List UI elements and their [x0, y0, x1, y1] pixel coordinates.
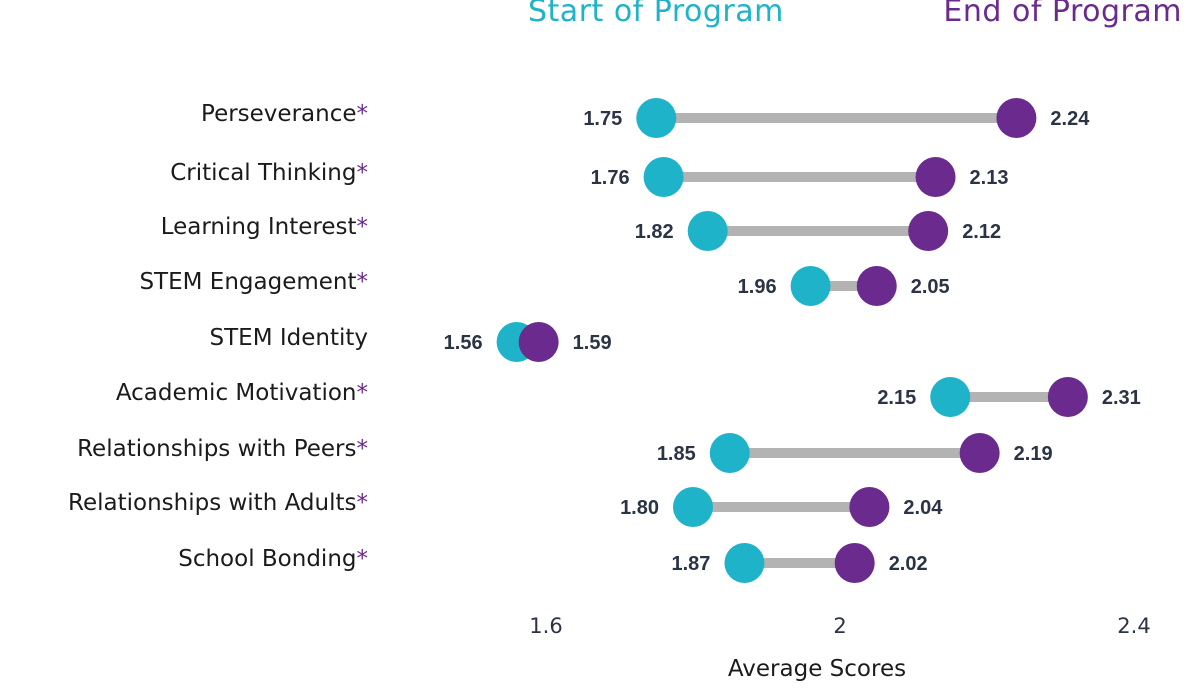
x-axis-label: Average Scores	[727, 656, 907, 682]
category-label: Critical Thinking*	[170, 159, 368, 187]
significance-star: *	[356, 160, 369, 186]
category-label: School Bonding*	[178, 545, 368, 573]
end-point	[834, 543, 875, 583]
significance-star: *	[356, 101, 369, 127]
start-point	[636, 98, 677, 138]
category-label-text: Academic Motivation	[115, 380, 357, 406]
category-label: Academic Motivation*	[116, 379, 368, 407]
end-value-label: 2.13	[970, 167, 1009, 189]
end-value-label: 1.59	[573, 332, 612, 354]
category-label-text: Relationships with Peers	[77, 436, 357, 462]
end-value-label: 2.31	[1102, 387, 1141, 409]
category-label-text: STEM Engagement	[139, 269, 357, 295]
end-point	[518, 322, 559, 362]
significance-star: *	[356, 269, 369, 295]
category-label-text: STEM Identity	[209, 325, 368, 351]
category-label-text: School Bonding	[178, 546, 357, 572]
category-label-text: Critical Thinking	[170, 160, 357, 186]
end-value-label: 2.02	[889, 553, 928, 575]
significance-star: *	[356, 380, 369, 406]
end-point	[996, 98, 1037, 138]
end-value-label: 2.05	[911, 276, 950, 298]
start-value-label: 1.80	[620, 497, 659, 519]
category-label-text: Perseverance	[201, 101, 357, 127]
x-tick-label: 2.4	[1117, 614, 1151, 638]
end-value-label: 2.24	[1050, 108, 1090, 130]
end-value-label: 2.12	[962, 221, 1001, 243]
category-label: Relationships with Peers*	[77, 435, 368, 463]
x-tick-label: 2	[833, 614, 847, 638]
category-label: STEM Identity	[210, 324, 368, 352]
significance-star: *	[356, 490, 369, 516]
end-point	[915, 157, 956, 197]
category-label: Perseverance*	[201, 100, 368, 128]
start-point	[643, 157, 684, 197]
end-point	[959, 433, 1000, 473]
start-point	[724, 543, 765, 583]
legend-start-of-program: Start of Program	[528, 0, 784, 29]
start-value-label: 1.87	[672, 553, 711, 575]
start-point	[687, 211, 728, 251]
start-value-label: 1.85	[657, 443, 696, 465]
end-point	[908, 211, 949, 251]
start-point	[709, 433, 750, 473]
significance-star: *	[356, 546, 369, 572]
significance-star: *	[356, 436, 369, 462]
start-value-label: 2.15	[877, 387, 916, 409]
category-label-text: Relationships with Adults	[68, 490, 357, 516]
category-label: Relationships with Adults*	[68, 489, 368, 517]
start-value-label: 1.82	[635, 221, 674, 243]
start-point	[673, 487, 713, 527]
start-value-label: 1.96	[738, 276, 777, 298]
end-value-label: 2.19	[1014, 443, 1053, 465]
start-value-label: 1.56	[444, 332, 483, 354]
end-point	[1047, 377, 1088, 417]
category-label: STEM Engagement*	[139, 268, 368, 296]
category-label-text: Learning Interest	[160, 214, 357, 240]
category-label: Learning Interest*	[161, 213, 368, 241]
start-value-label: 1.75	[583, 108, 622, 130]
x-tick-label: 1.6	[529, 614, 563, 638]
significance-star: *	[356, 214, 369, 240]
start-value-label: 1.76	[591, 167, 630, 189]
legend-end-of-program: End of Program	[943, 0, 1182, 29]
end-point	[856, 266, 897, 306]
end-value-label: 2.04	[903, 497, 943, 519]
end-point	[849, 487, 890, 527]
start-point	[790, 266, 831, 306]
start-point	[930, 377, 971, 417]
